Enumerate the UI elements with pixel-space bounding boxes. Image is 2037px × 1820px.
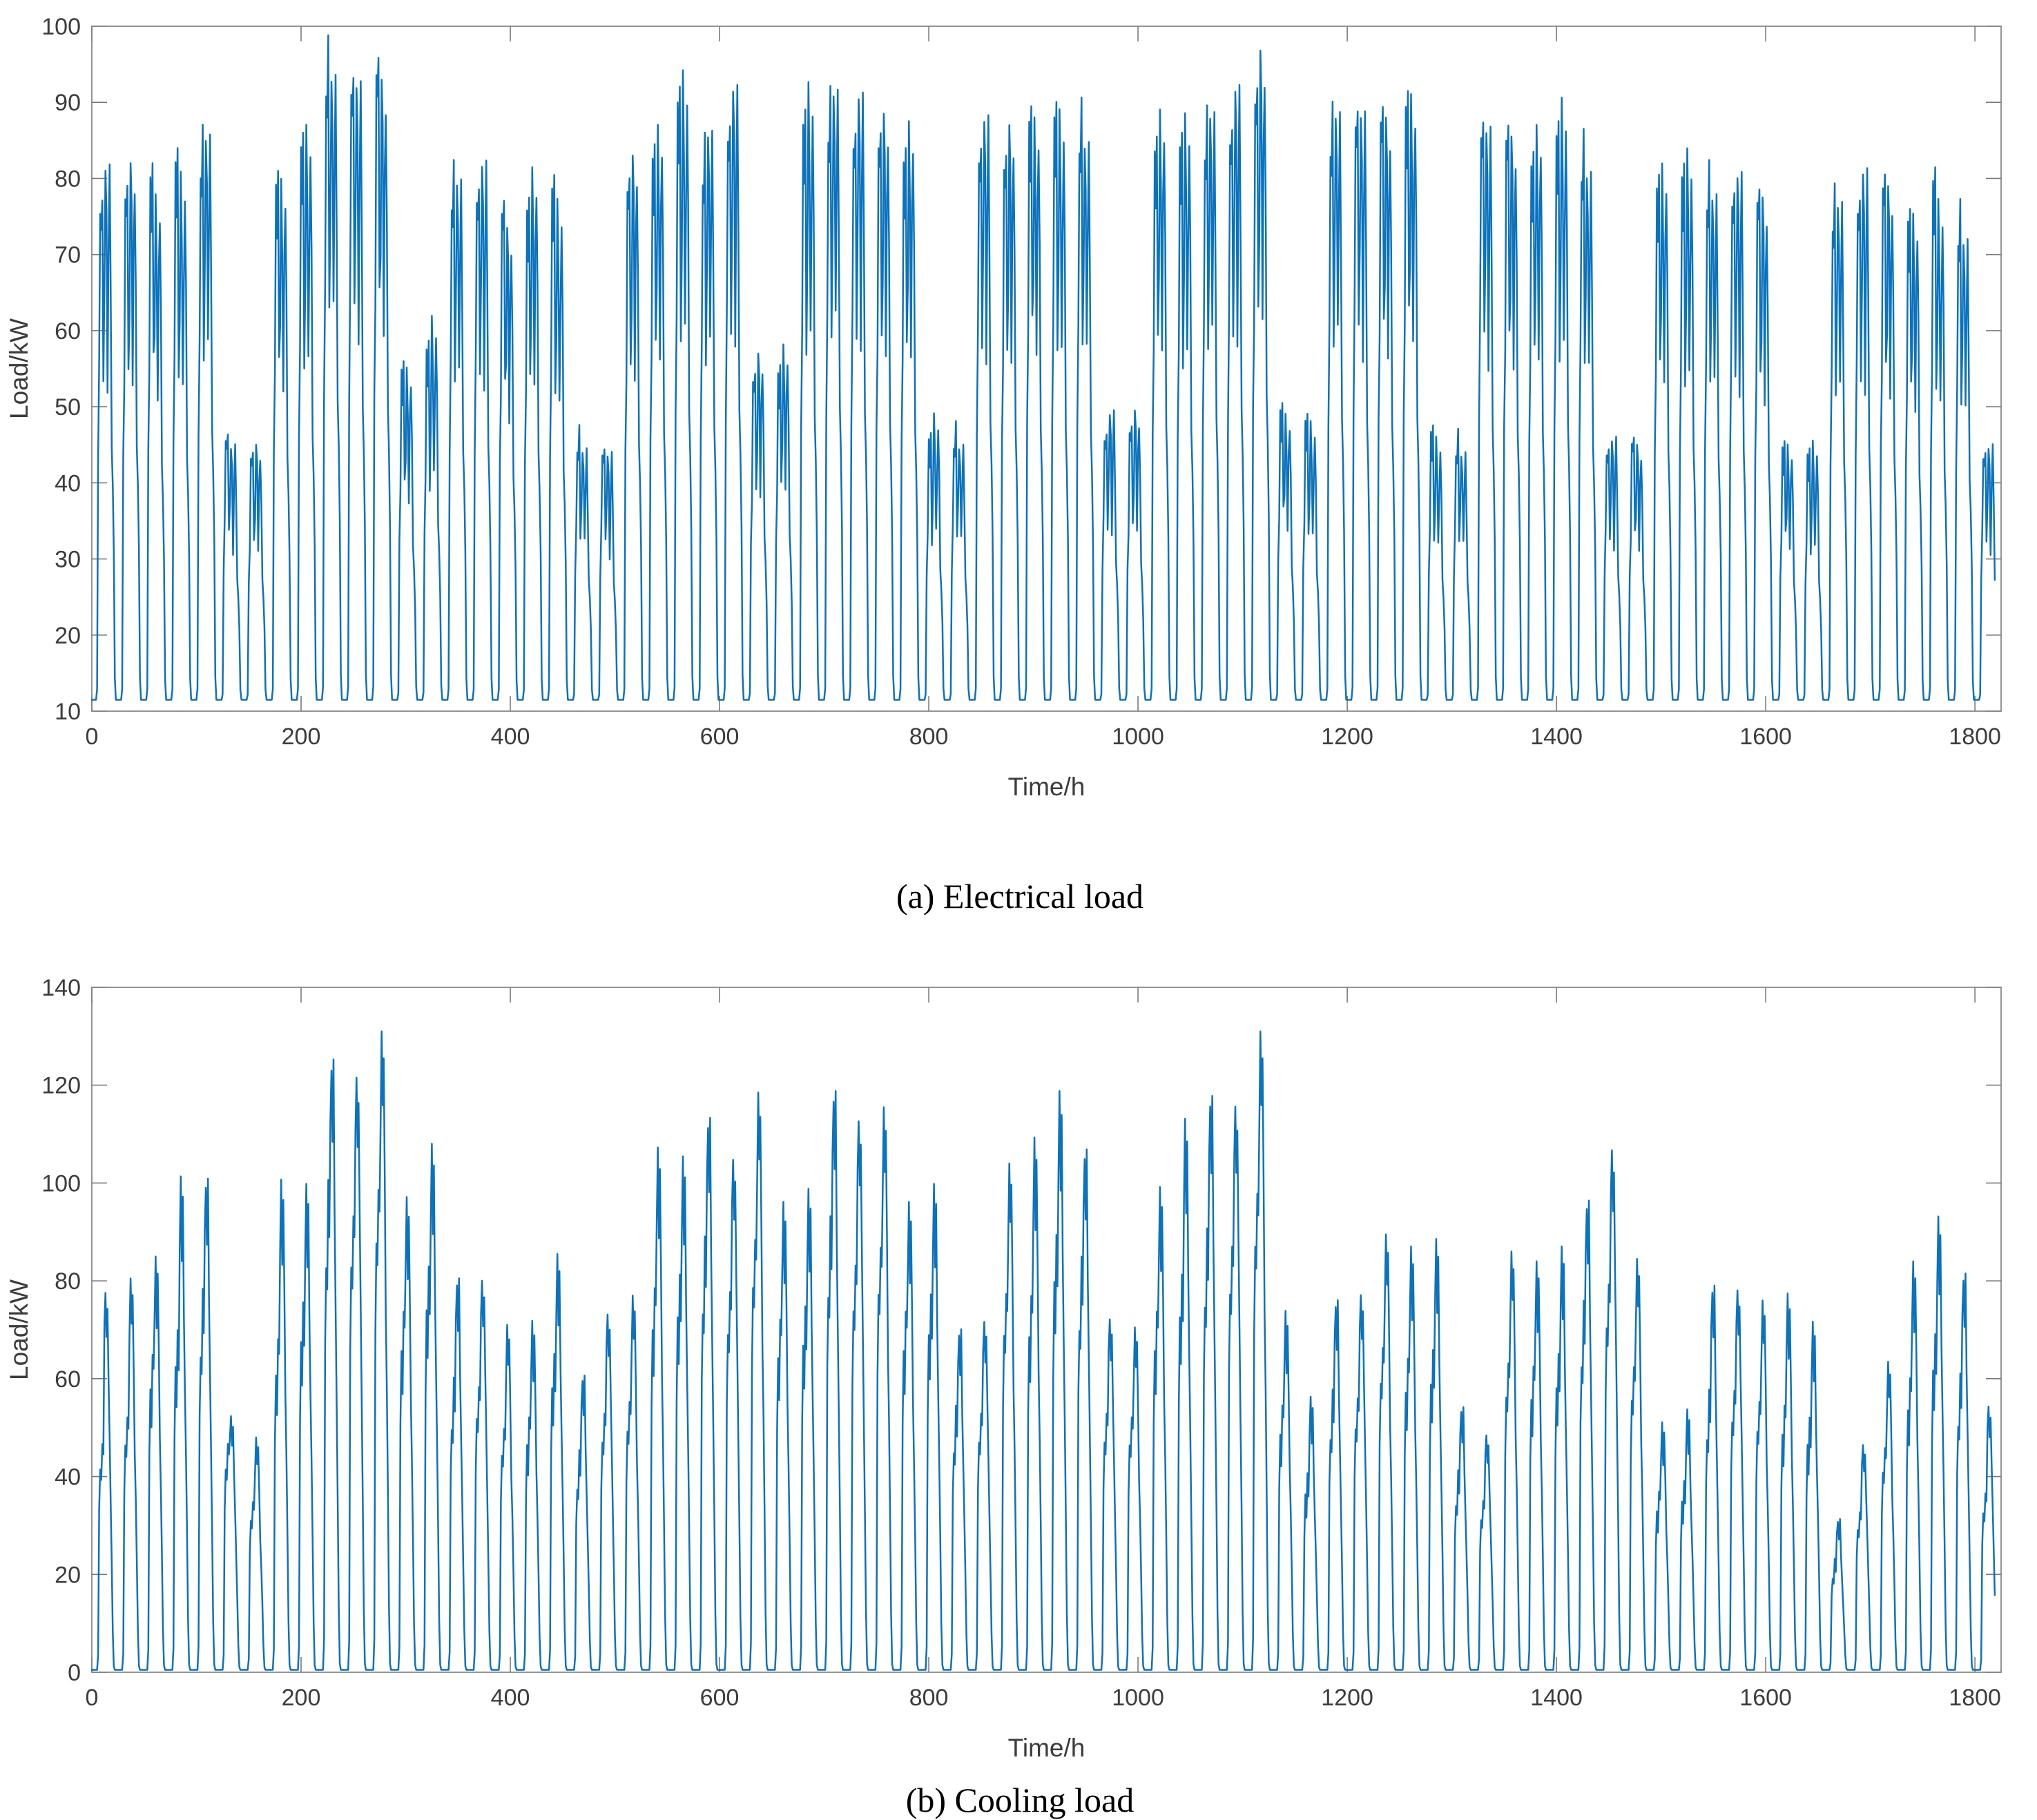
cooling-load-chart: 0 200 400 600 800 1000 1200 1400 1600 1800 0 20 40 60…: [5, 975, 2002, 1762]
y-tick-label: 100: [41, 14, 81, 40]
x-tick-label: 0: [86, 724, 99, 750]
x-axis-label: Time/h: [1008, 1734, 1085, 1762]
y-axis-label: Load/kW: [5, 1279, 33, 1380]
caption-cooling-load: (b) Cooling load: [906, 1781, 1135, 1819]
x-tick-label: 1200: [1321, 724, 1373, 750]
y-tick-label: 40: [55, 470, 81, 496]
y-tick-label: 60: [55, 318, 81, 345]
x-tick-label: 200: [282, 1685, 321, 1711]
y-tick-label: 50: [55, 394, 81, 420]
y-tick-label: 90: [55, 90, 81, 116]
y-tick-label: 120: [41, 1073, 81, 1099]
y-tick-label: 0: [68, 1660, 81, 1686]
cooling-load-line: [90, 1030, 1996, 1671]
x-tick-label: 800: [909, 1685, 949, 1711]
x-tick-label: 1800: [1949, 724, 2001, 750]
y-tick-label: 140: [41, 975, 81, 1001]
electrical-load-chart: 0 200 400 600 800 1000 1200 1400 1600 1800 10 20 30 4…: [5, 14, 2002, 801]
x-tick-label: 600: [700, 1685, 740, 1711]
x-tick-label: 1600: [1739, 724, 1792, 750]
x-tick-label: 800: [909, 724, 949, 750]
x-tick-label: 400: [491, 724, 530, 750]
y-axis-label: Load/kW: [5, 318, 33, 419]
x-axis-label: Time/h: [1008, 773, 1085, 801]
y-tick-label: 10: [55, 699, 81, 725]
x-tick-label: 0: [86, 1685, 99, 1711]
y-tick-label: 20: [55, 623, 81, 649]
x-tick-label: 1200: [1321, 1685, 1373, 1711]
x-tick-label: 200: [282, 724, 321, 750]
y-tick-label: 100: [41, 1170, 81, 1197]
x-tick-label: 1800: [1949, 1685, 2001, 1711]
y-tick-label: 70: [55, 242, 81, 269]
y-tick-label: 80: [55, 1268, 81, 1295]
plot-frame: [91, 987, 2002, 1673]
plot-frame: [91, 26, 2002, 712]
y-tick-label: 80: [55, 166, 81, 192]
y-tick-label: 30: [55, 547, 81, 573]
x-tick-label: 1600: [1739, 1685, 1792, 1711]
y-tick-label: 40: [55, 1464, 81, 1491]
x-tick-label: 400: [491, 1685, 530, 1711]
y-tick-label: 60: [55, 1366, 81, 1393]
caption-electrical-load: (a) Electrical load: [896, 877, 1143, 916]
x-tick-label: 1400: [1530, 724, 1583, 750]
electrical-load-line: [90, 34, 1996, 701]
x-tick-label: 600: [700, 724, 740, 750]
y-tick-label: 20: [55, 1562, 81, 1588]
x-tick-label: 1000: [1112, 1685, 1164, 1711]
x-tick-label: 1000: [1112, 724, 1164, 750]
x-tick-label: 1400: [1530, 1685, 1583, 1711]
